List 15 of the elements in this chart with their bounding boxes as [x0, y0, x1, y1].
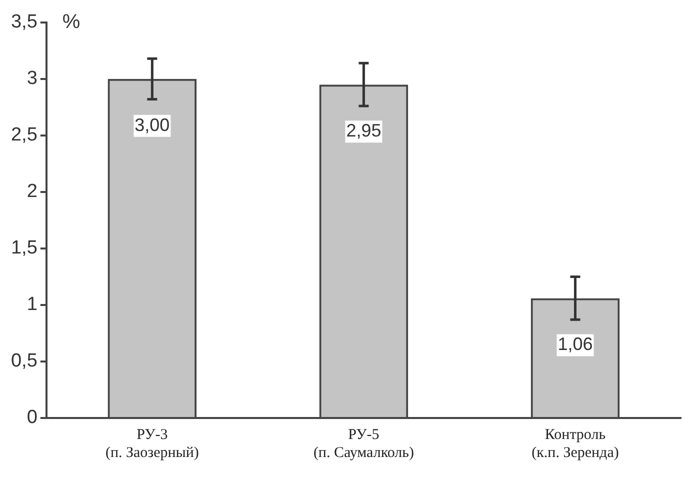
x-tick-label: РУ-5 (п. Саумалколь) [313, 426, 414, 461]
data-label: 1,06 [558, 334, 593, 354]
y-tick-label: 2 [26, 181, 38, 202]
y-tick-label: 3 [26, 68, 38, 90]
y-tick-label: 0 [26, 407, 38, 428]
y-tick-label: 3,5 [10, 12, 38, 33]
y-tick-label: 1 [26, 294, 38, 316]
y-tick-label: 2,5 [10, 124, 38, 146]
y-axis-title: % [62, 10, 80, 33]
x-tick-label: Контроль (к.п. Зеренда) [532, 426, 619, 461]
x-tick-label: РУ-3 (п. Заозерный) [105, 426, 199, 461]
y-tick-label: 0,5 [10, 350, 38, 372]
y-tick-label: 1,5 [10, 238, 38, 259]
data-label: 2,95 [346, 120, 382, 141]
data-label: 3,00 [134, 114, 170, 135]
